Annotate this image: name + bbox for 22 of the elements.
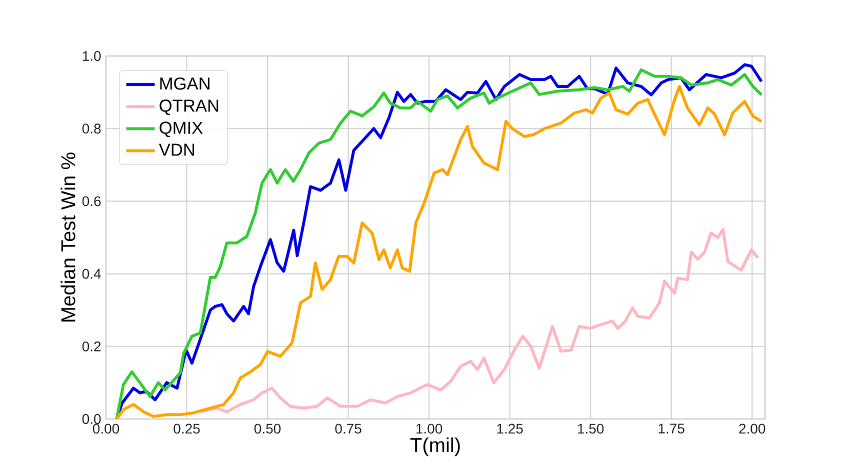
- line-series: [198, 228, 760, 414]
- legend-label: VDN: [158, 144, 194, 156]
- x-tick-label: 0.50: [254, 424, 281, 434]
- y-tick-label: 0.0: [82, 414, 101, 424]
- x-tick-label: 1.25: [497, 424, 523, 434]
- y-tick-label: 0.4: [82, 268, 101, 279]
- x-axis-title: T(mil): [410, 437, 460, 456]
- x-tick-label: 1.50: [578, 424, 604, 434]
- x-tick-label: 1.00: [416, 424, 442, 434]
- x-tick-label: 2.00: [739, 424, 766, 434]
- x-tick-label: 1.75: [658, 424, 684, 434]
- y-tick-label: 0.2: [82, 341, 101, 352]
- y-tick-label: 1.0: [82, 51, 101, 61]
- legend-label: QMIX: [160, 122, 203, 138]
- y-tick-label: 0.8: [82, 124, 101, 134]
- y-axis-title: Median Test Win %: [60, 152, 76, 322]
- x-tick-label: 0.25: [174, 424, 200, 434]
- legend-label: MGAN: [160, 77, 210, 90]
- x-tick-label: 0.75: [335, 424, 362, 434]
- x-tick-label: 0.00: [92, 424, 120, 434]
- y-tick-label: 0.6: [82, 196, 101, 206]
- legend-label: QTRAN: [160, 100, 218, 115]
